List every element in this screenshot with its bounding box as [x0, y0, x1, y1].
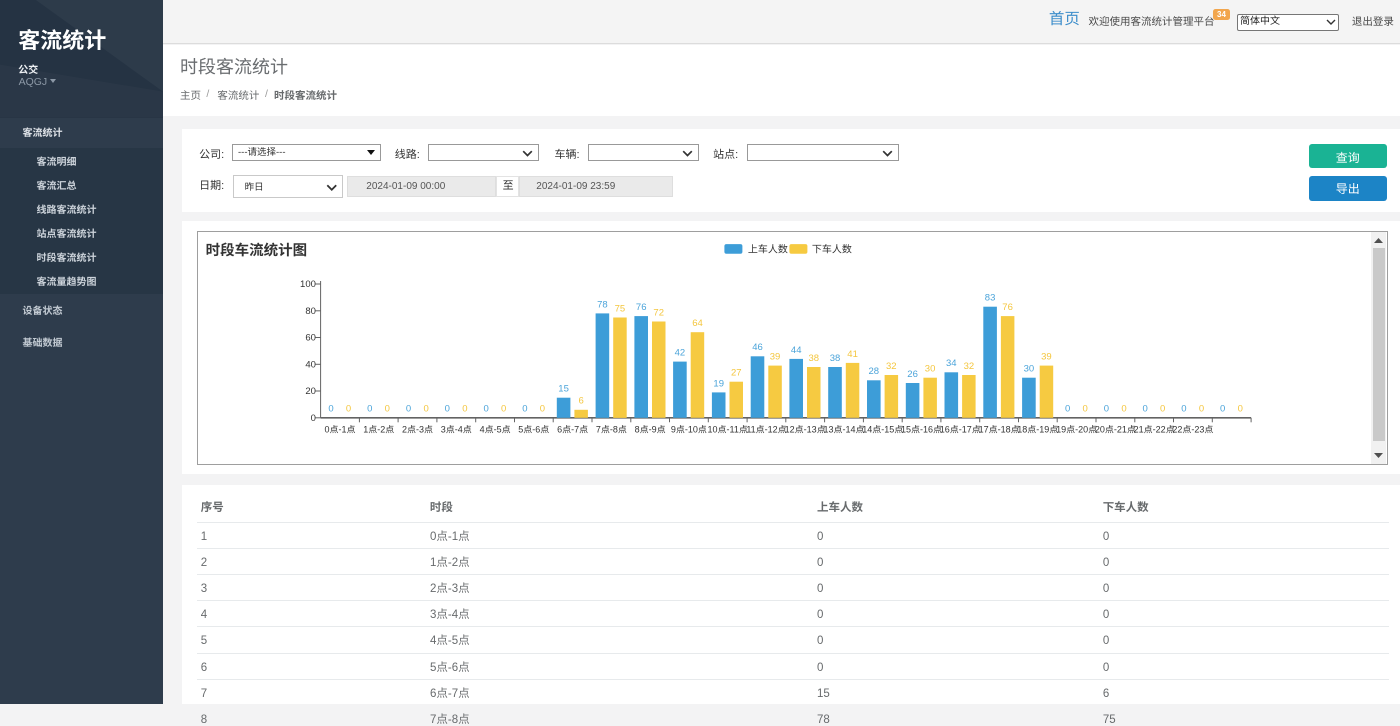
- svg-text:0: 0: [1181, 404, 1186, 415]
- svg-text:0: 0: [385, 404, 390, 415]
- svg-text:0: 0: [1083, 404, 1088, 415]
- svg-text:0: 0: [540, 404, 545, 415]
- svg-text:4点-5点: 4点-5点: [480, 424, 511, 434]
- svg-text:60: 60: [305, 333, 316, 344]
- svg-text:34: 34: [946, 358, 957, 369]
- svg-text:21点-22点: 21点-22点: [1134, 424, 1175, 434]
- svg-text:39: 39: [1041, 352, 1052, 363]
- svg-text:0: 0: [328, 404, 333, 415]
- svg-text:42: 42: [675, 348, 686, 359]
- svg-text:0: 0: [346, 404, 351, 415]
- svg-text:78: 78: [597, 299, 608, 310]
- svg-text:0: 0: [445, 404, 450, 415]
- svg-text:38: 38: [809, 353, 820, 364]
- svg-text:39: 39: [770, 352, 781, 363]
- svg-text:0: 0: [1121, 404, 1126, 415]
- svg-text:8点-9点: 8点-9点: [635, 424, 666, 434]
- svg-text:19: 19: [713, 378, 724, 389]
- svg-text:32: 32: [886, 361, 897, 372]
- svg-text:3点-4点: 3点-4点: [441, 424, 472, 434]
- svg-text:22点-23点: 22点-23点: [1172, 424, 1213, 434]
- svg-text:20点-21点: 20点-21点: [1095, 424, 1136, 434]
- svg-text:38: 38: [830, 353, 841, 364]
- svg-text:0: 0: [1160, 404, 1165, 415]
- svg-text:15点-16点: 15点-16点: [901, 424, 942, 434]
- svg-text:100: 100: [300, 279, 316, 290]
- svg-text:6点-7点: 6点-7点: [557, 424, 588, 434]
- svg-text:2点-3点: 2点-3点: [402, 424, 433, 434]
- svg-text:30: 30: [925, 364, 936, 375]
- svg-text:13点-14点: 13点-14点: [823, 424, 864, 434]
- svg-text:下车人数: 下车人数: [812, 243, 852, 255]
- svg-text:14点-15点: 14点-15点: [862, 424, 903, 434]
- svg-text:80: 80: [305, 306, 316, 317]
- svg-text:0: 0: [501, 404, 506, 415]
- svg-text:0: 0: [406, 404, 411, 415]
- svg-text:6: 6: [579, 396, 584, 407]
- svg-text:0: 0: [522, 404, 527, 415]
- svg-text:0: 0: [423, 404, 428, 415]
- svg-text:0: 0: [1238, 404, 1243, 415]
- svg-text:0: 0: [1065, 404, 1070, 415]
- svg-text:0: 0: [483, 404, 488, 415]
- svg-text:0: 0: [1220, 404, 1225, 415]
- svg-text:0: 0: [1143, 404, 1148, 415]
- svg-text:10点-11点: 10点-11点: [708, 424, 748, 434]
- svg-text:76: 76: [636, 302, 647, 313]
- svg-text:0点-1点: 0点-1点: [324, 424, 355, 434]
- svg-text:0: 0: [1104, 404, 1109, 415]
- svg-text:40: 40: [305, 360, 316, 371]
- svg-text:15: 15: [558, 384, 569, 395]
- svg-text:75: 75: [615, 303, 626, 314]
- svg-text:7点-8点: 7点-8点: [596, 424, 627, 434]
- svg-text:17点-18点: 17点-18点: [979, 424, 1020, 434]
- svg-text:0: 0: [1199, 404, 1204, 415]
- svg-text:30: 30: [1024, 364, 1035, 375]
- svg-text:0: 0: [311, 413, 316, 424]
- svg-text:18点-19点: 18点-19点: [1017, 424, 1058, 434]
- svg-text:0: 0: [367, 404, 372, 415]
- svg-text:5点-6点: 5点-6点: [518, 424, 549, 434]
- svg-text:0: 0: [462, 404, 467, 415]
- svg-text:83: 83: [985, 293, 996, 304]
- svg-text:64: 64: [692, 318, 703, 329]
- svg-text:41: 41: [847, 349, 858, 360]
- svg-text:72: 72: [653, 307, 664, 318]
- svg-text:19点-20点: 19点-20点: [1056, 424, 1097, 434]
- svg-text:16点-17点: 16点-17点: [940, 424, 981, 434]
- svg-text:20: 20: [305, 386, 316, 397]
- svg-text:28: 28: [869, 366, 880, 377]
- svg-text:1点-2点: 1点-2点: [363, 424, 394, 434]
- svg-text:46: 46: [752, 342, 763, 353]
- svg-text:26: 26: [907, 369, 918, 380]
- svg-text:9点-10点: 9点-10点: [671, 424, 707, 434]
- svg-text:12点-13点: 12点-13点: [785, 424, 826, 434]
- svg-text:76: 76: [1002, 302, 1013, 313]
- svg-text:上车人数: 上车人数: [748, 243, 788, 255]
- svg-text:27: 27: [731, 368, 742, 379]
- svg-text:11点-12点: 11点-12点: [746, 424, 786, 434]
- svg-text:44: 44: [791, 345, 802, 356]
- svg-text:32: 32: [964, 361, 975, 372]
